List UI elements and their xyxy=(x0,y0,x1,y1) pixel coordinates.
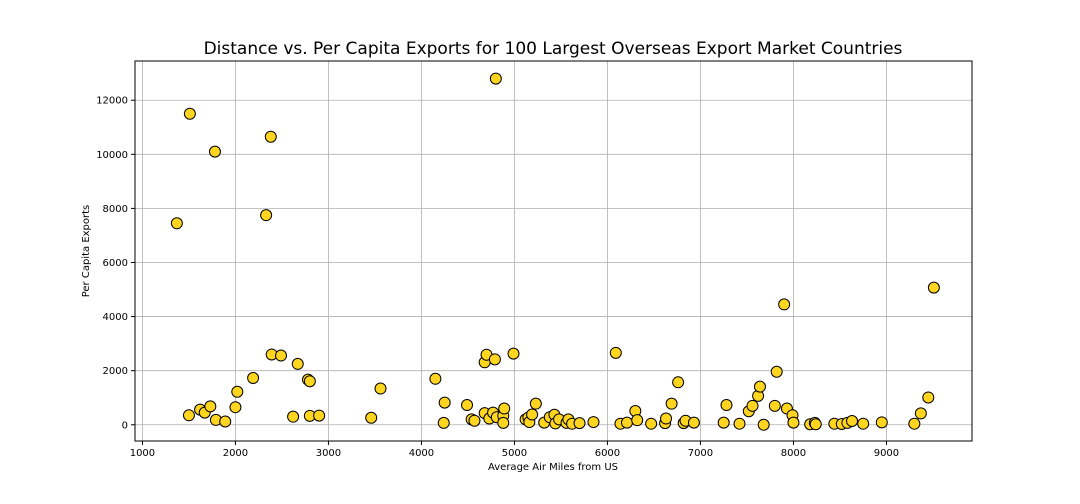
y-tick-label: 12000 xyxy=(96,96,128,107)
data-points xyxy=(170,72,940,431)
data-point-10 xyxy=(231,385,244,398)
data-point-19 xyxy=(303,375,316,388)
data-point-6 xyxy=(208,145,221,158)
data-point-94 xyxy=(914,407,927,420)
x-tick-label: 2000 xyxy=(223,448,248,459)
y-tick-label: 10000 xyxy=(96,150,128,161)
data-point-13 xyxy=(264,130,277,143)
data-point-17 xyxy=(291,357,304,370)
data-point-40 xyxy=(497,416,510,429)
y-tick-label: 6000 xyxy=(103,258,128,269)
data-point-86 xyxy=(809,418,822,431)
data-point-96 xyxy=(927,281,940,294)
data-point-35 xyxy=(488,353,501,366)
data-point-56 xyxy=(587,416,600,429)
data-point-12 xyxy=(260,209,273,222)
x-tick-label: 7000 xyxy=(688,448,713,459)
data-point-83 xyxy=(787,416,800,429)
y-tick-label: 2000 xyxy=(103,366,128,377)
data-point-16 xyxy=(287,410,300,423)
data-point-59 xyxy=(620,416,633,429)
data-point-80 xyxy=(778,298,791,311)
data-point-77 xyxy=(757,418,770,431)
data-point-76 xyxy=(753,380,766,393)
data-point-24 xyxy=(429,372,442,385)
y-axis-label: Per Capita Exports xyxy=(81,205,92,298)
data-point-21 xyxy=(313,409,326,422)
data-point-78 xyxy=(768,399,781,412)
data-point-95 xyxy=(922,391,935,404)
data-point-2 xyxy=(182,409,195,422)
x-axis-ticks: 1000 2000 3000 4000 5000 6000 7000 8000 9000 xyxy=(130,441,899,459)
data-point-15 xyxy=(275,349,288,362)
data-point-74 xyxy=(746,399,759,412)
data-point-62 xyxy=(645,417,658,430)
data-point-92 xyxy=(875,416,888,429)
x-tick-label: 1000 xyxy=(130,448,155,459)
data-point-91 xyxy=(857,417,870,430)
data-point-72 xyxy=(733,417,746,430)
data-point-66 xyxy=(672,376,685,389)
data-point-29 xyxy=(468,414,481,427)
data-point-70 xyxy=(717,416,730,429)
y-tick-label: 8000 xyxy=(103,204,128,215)
data-point-26 xyxy=(437,416,450,429)
data-point-46 xyxy=(529,397,542,410)
x-tick-label: 5000 xyxy=(502,448,527,459)
data-point-69 xyxy=(687,416,700,429)
data-point-65 xyxy=(665,397,678,410)
data-point-27 xyxy=(461,399,474,412)
data-point-1 xyxy=(183,107,196,120)
data-point-64 xyxy=(660,412,673,425)
data-point-71 xyxy=(720,399,733,412)
data-point-55 xyxy=(573,417,586,430)
x-tick-label: 8000 xyxy=(781,448,806,459)
x-tick-label: 3000 xyxy=(316,448,341,459)
data-point-23 xyxy=(374,382,387,395)
data-point-25 xyxy=(438,396,451,409)
x-axis-label: Average Air Miles from US xyxy=(488,462,618,473)
data-point-8 xyxy=(219,415,232,428)
data-point-22 xyxy=(365,411,378,424)
data-point-9 xyxy=(229,401,242,414)
data-point-61 xyxy=(631,414,644,427)
data-point-57 xyxy=(609,346,622,359)
grid-lines xyxy=(135,61,972,441)
x-tick-label: 6000 xyxy=(595,448,620,459)
data-point-45 xyxy=(526,408,539,421)
data-point-0 xyxy=(170,217,183,230)
data-point-11 xyxy=(247,371,260,384)
plot-area-frame xyxy=(134,60,973,442)
data-point-79 xyxy=(770,365,783,378)
y-tick-label: 4000 xyxy=(103,312,128,323)
y-axis-ticks: 0 2000 4000 6000 8000 10000 12000 xyxy=(96,96,135,431)
chart-title: Distance vs. Per Capita Exports for 100 … xyxy=(204,39,903,59)
data-point-5 xyxy=(204,400,217,413)
y-tick-label: 0 xyxy=(122,420,128,431)
x-tick-label: 4000 xyxy=(409,448,434,459)
data-point-93 xyxy=(908,417,921,430)
data-point-39 xyxy=(498,402,511,415)
data-point-90 xyxy=(846,414,859,427)
data-point-36 xyxy=(489,72,502,85)
data-point-41 xyxy=(507,347,520,360)
x-tick-label: 9000 xyxy=(874,448,899,459)
